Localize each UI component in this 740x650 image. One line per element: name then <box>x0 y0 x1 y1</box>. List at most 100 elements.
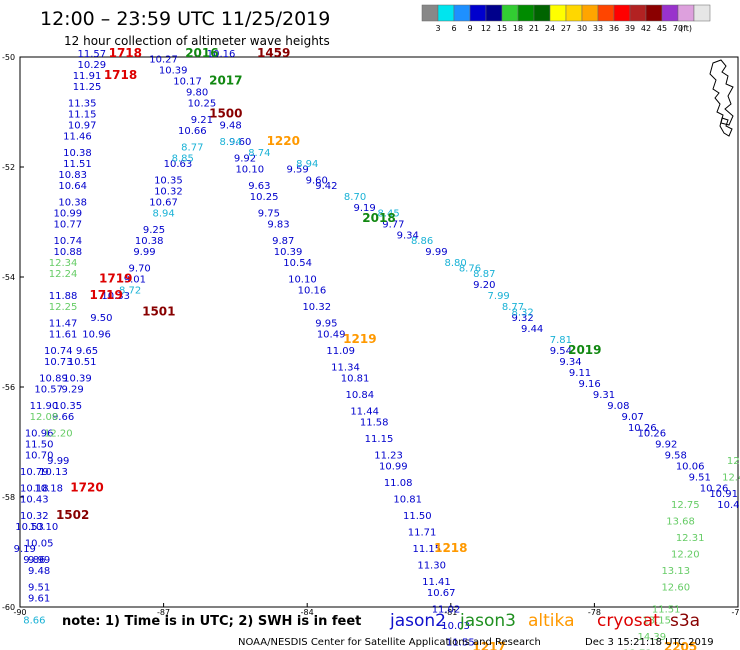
legend-altika: altika <box>528 611 575 631</box>
scale-swatch <box>485 4 503 22</box>
swh-value: 10.26 <box>638 429 667 440</box>
swh-value: 10.17 <box>173 77 202 88</box>
pass-label: 1500 <box>209 107 242 121</box>
swh-value: 12.20 <box>44 429 73 440</box>
swh-value: 9.60 <box>229 137 251 148</box>
swh-value: 9.54 <box>550 346 572 357</box>
swh-value: 11.08 <box>384 478 413 489</box>
swh-value: 10.35 <box>54 401 83 412</box>
swh-value: 11.23 <box>374 451 403 462</box>
swh-value: 9.65 <box>76 346 98 357</box>
swh-value: 10.96 <box>82 330 111 341</box>
legend-jason2: jason2 <box>389 611 446 631</box>
swh-value: 11.02 <box>432 605 461 616</box>
swh-value: 10.32 <box>302 302 331 313</box>
swh-value: 10.67 <box>149 198 178 209</box>
scale-label: 24 <box>545 24 555 33</box>
swh-value: 10.18 <box>34 484 63 495</box>
swh-value: 10.54 <box>283 258 312 269</box>
swh-value: 10.81 <box>341 374 370 385</box>
pass-label: 1718 <box>104 68 137 82</box>
swh-value: 10.49 <box>317 330 346 341</box>
swh-value: 10.96 <box>25 429 54 440</box>
swh-value: 12.4 <box>722 473 740 484</box>
scale-label: 3 <box>435 24 440 33</box>
swh-value: 9.77 <box>382 220 404 231</box>
swh-value: 11.34 <box>331 363 360 374</box>
scale-label: 70 <box>673 24 683 33</box>
scale-swatch <box>469 4 487 22</box>
swh-value: 9.01 <box>124 275 146 286</box>
legend-cryosat: cryosat <box>597 611 660 631</box>
swh-value: 10.73 <box>44 357 73 368</box>
swh-value: 11.50 <box>25 440 54 451</box>
pass-label: 1218 <box>434 541 467 555</box>
swh-value: 13.68 <box>666 517 695 528</box>
scale-label: (ft) <box>680 24 692 33</box>
swh-value: 11.15 <box>365 434 394 445</box>
swh-value: 8.85 <box>172 154 194 165</box>
swh-value: 11.09 <box>326 346 355 357</box>
swh-value: 10.4 <box>717 500 739 511</box>
swh-value: 11.15 <box>413 544 442 555</box>
land-outline <box>709 59 734 137</box>
swh-value: 11.57 <box>77 49 106 60</box>
swh-value: 9.51 <box>28 583 50 594</box>
swh-value: 11.51 <box>652 605 681 616</box>
scale-swatch <box>501 4 519 22</box>
swh-value: 10.70 <box>25 451 54 462</box>
swh-value: 10.38 <box>63 148 92 159</box>
x-tick-label: -78 <box>588 608 601 617</box>
scale-swatch <box>533 4 551 22</box>
swh-value: 10.10 <box>235 165 264 176</box>
swh-value: 10.79 <box>20 467 49 478</box>
y-tick-label: -58 <box>2 493 15 502</box>
swh-value: 9.31 <box>593 390 615 401</box>
swh-value: 10.63 <box>164 159 193 170</box>
swh-value: 9.32 <box>511 313 533 324</box>
swh-value: 10.99 <box>54 209 83 220</box>
swh-value: 8.77 <box>181 143 203 154</box>
swh-value: 8.74 <box>248 148 270 159</box>
x-tick-label: -90 <box>13 608 26 617</box>
pass-label: 1719 <box>89 288 122 302</box>
swh-value: 10.81 <box>393 495 422 506</box>
swh-value: 10.10 <box>288 275 317 286</box>
swh-value: 7.81 <box>550 335 572 346</box>
legend-jason3: jason3 <box>459 611 516 631</box>
swh-value: 10.39 <box>159 66 188 77</box>
swh-value: 10.03 <box>441 621 470 632</box>
swh-value: 10.05 <box>25 539 54 550</box>
swh-value: 9.21 <box>191 115 213 126</box>
swh-value: 10.16 <box>207 49 236 60</box>
scale-swatch <box>597 4 615 22</box>
swh-value: 10.39 <box>274 247 303 258</box>
swh-value: 9.75 <box>258 209 280 220</box>
swh-value: 8.45 <box>377 209 399 220</box>
swh-value: 8.94 <box>219 137 241 148</box>
swh-value: 11.41 <box>422 577 451 588</box>
pass-label: 1459 <box>257 46 290 60</box>
swh-value: 12.20 <box>671 550 700 561</box>
swh-value: 9.92 <box>234 154 256 165</box>
x-tick-label: -81 <box>444 608 457 617</box>
color-scale-legend: 3 6 9 12 15 18 21 24 27 30 33 36 39 42 45 70(ft) <box>421 4 711 33</box>
swh-value: 10.39 <box>63 374 92 385</box>
pass-label: 1220 <box>267 134 300 148</box>
swh-value: 9.63 <box>248 181 270 192</box>
swh-value: 11.15 <box>68 110 97 121</box>
swh-value: 8.80 <box>444 258 466 269</box>
swh-value: 10.51 <box>68 357 97 368</box>
swh-value: 9.16 <box>578 379 600 390</box>
swh-value: 12.24 <box>49 269 78 280</box>
swh-value: 11.46 <box>63 132 92 143</box>
swh-value: 10.74 <box>44 346 73 357</box>
swh-value: 11.58 <box>360 418 389 429</box>
swh-value: 11.47 <box>49 319 78 330</box>
pass-label: 2019 <box>568 343 601 357</box>
satellite-legend: jason2 jason3 altika cryosat s3a <box>389 611 700 631</box>
scale-label: 36 <box>609 24 619 33</box>
swh-value: 10.64 <box>58 181 87 192</box>
swh-value: 11.25 <box>73 82 102 93</box>
